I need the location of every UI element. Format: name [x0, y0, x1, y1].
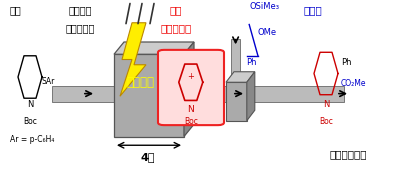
Text: Boc: Boc — [319, 117, 333, 126]
Bar — [184, 86, 226, 102]
Text: SAr: SAr — [42, 77, 55, 86]
Text: Boc: Boc — [184, 117, 198, 126]
Text: 電気分解: 電気分解 — [126, 76, 154, 89]
Bar — [226, 82, 247, 121]
Text: N: N — [27, 100, 33, 109]
Text: Ph: Ph — [341, 58, 351, 67]
Bar — [240, 86, 344, 102]
Text: OSiMe₃: OSiMe₃ — [250, 2, 280, 11]
Text: 反応剤: 反応剤 — [304, 5, 323, 15]
Text: フロー装置: フロー装置 — [65, 23, 95, 33]
Text: 新規電解: 新規電解 — [68, 5, 92, 15]
Bar — [114, 54, 184, 136]
Polygon shape — [247, 72, 255, 121]
Text: 炭素: 炭素 — [170, 5, 182, 15]
Text: OMe: OMe — [258, 28, 277, 37]
Polygon shape — [114, 42, 194, 54]
Text: 4秒: 4秒 — [141, 152, 155, 162]
Polygon shape — [184, 42, 194, 136]
Text: カチオン種: カチオン種 — [160, 23, 192, 33]
Text: Ar = p-C₆H₄: Ar = p-C₆H₄ — [10, 135, 54, 144]
Bar — [231, 38, 240, 82]
Text: +: + — [187, 72, 194, 81]
FancyBboxPatch shape — [158, 50, 224, 125]
Polygon shape — [120, 23, 146, 96]
Text: CO₂Me: CO₂Me — [341, 79, 366, 88]
Text: Boc: Boc — [23, 117, 37, 126]
Text: N: N — [188, 105, 194, 114]
Bar — [52, 86, 114, 102]
Text: 医薬品前駆体: 医薬品前駆体 — [329, 149, 367, 159]
Text: N: N — [323, 100, 329, 109]
Polygon shape — [226, 72, 255, 82]
Text: Ph: Ph — [246, 58, 256, 67]
Text: 原料: 原料 — [10, 5, 22, 15]
